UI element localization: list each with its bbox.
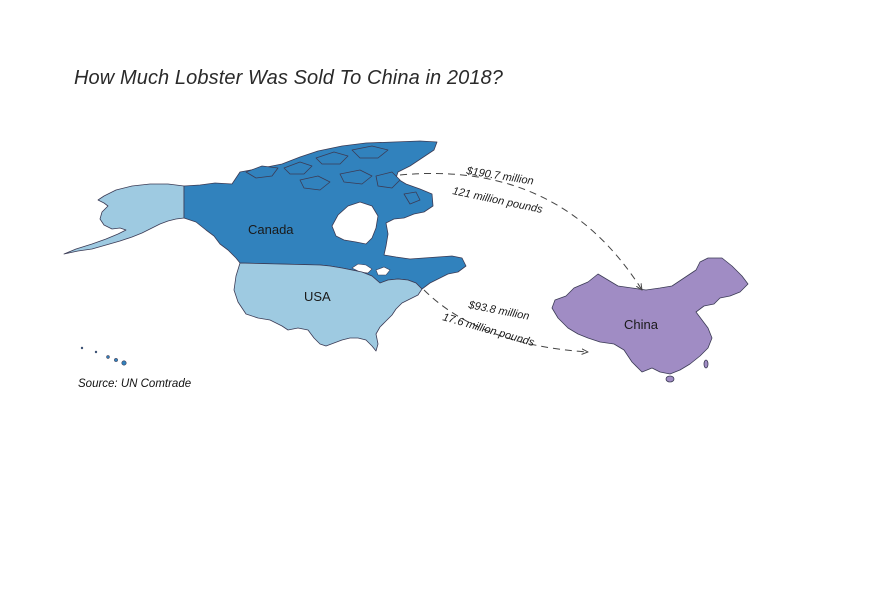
hudson-bay [331,201,379,245]
china-label: China [624,317,659,332]
canada-flow-weight: 121 million pounds [451,185,544,216]
usa-flow-value: $93.8 million [466,299,530,323]
source-note: Source: UN Comtrade [78,378,192,390]
usa-shape [233,262,423,352]
alaska-shape [63,183,185,255]
usa-label: USA [304,289,331,304]
map-title: How Much Lobster Was Sold To China in 20… [74,67,503,89]
hawaii-islands [80,346,127,366]
flow-arrow-canada-china [399,172,642,290]
china-shape [551,257,749,375]
taiwan-island [703,359,709,369]
hainan-island [665,375,675,383]
flow-arrow-usa-china [423,289,588,352]
canada-flow-value: $190.7 million [465,165,535,188]
canada-label: Canada [248,222,294,237]
arctic-islands [245,145,421,205]
